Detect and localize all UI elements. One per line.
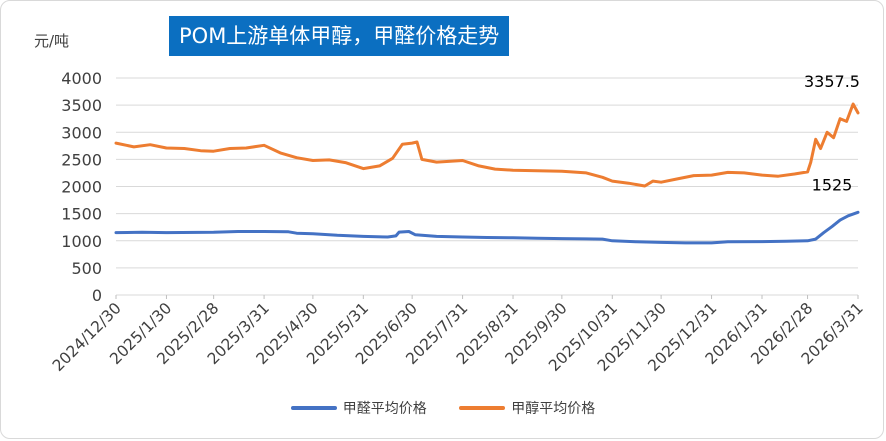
y-axis-unit-label: 元/吨 [34, 32, 70, 50]
y-tick-label: 1000 [61, 232, 102, 251]
legend-item-formaldehyde: 甲醛平均价格 [290, 398, 427, 418]
series-line-methanol [114, 102, 860, 188]
y-tick-label: 3500 [61, 96, 102, 115]
chart-legend: 甲醛平均价格 甲醇平均价格 [0, 398, 886, 418]
end-value-label: 3357.5 [804, 72, 860, 91]
legend-swatch-methanol [459, 406, 506, 410]
series-line-formaldehyde [114, 210, 860, 245]
y-tick-label: 4000 [61, 69, 102, 88]
y-tick-label: 3000 [61, 123, 102, 142]
legend-label-methanol: 甲醇平均价格 [511, 401, 596, 417]
chart-title: POM上游单体甲醇，甲醛价格走势 [169, 16, 510, 56]
y-tick-label: 500 [71, 259, 102, 278]
y-tick-label: 1500 [61, 205, 102, 224]
y-tick-label: 2500 [61, 150, 102, 169]
end-value-label: 1525 [812, 175, 853, 194]
y-tick-label: 0 [92, 286, 102, 305]
legend-swatch-formaldehyde [290, 406, 337, 410]
y-tick-label: 2000 [61, 178, 102, 197]
legend-label-formaldehyde: 甲醛平均价格 [342, 401, 427, 417]
legend-item-methanol: 甲醇平均价格 [459, 398, 595, 418]
